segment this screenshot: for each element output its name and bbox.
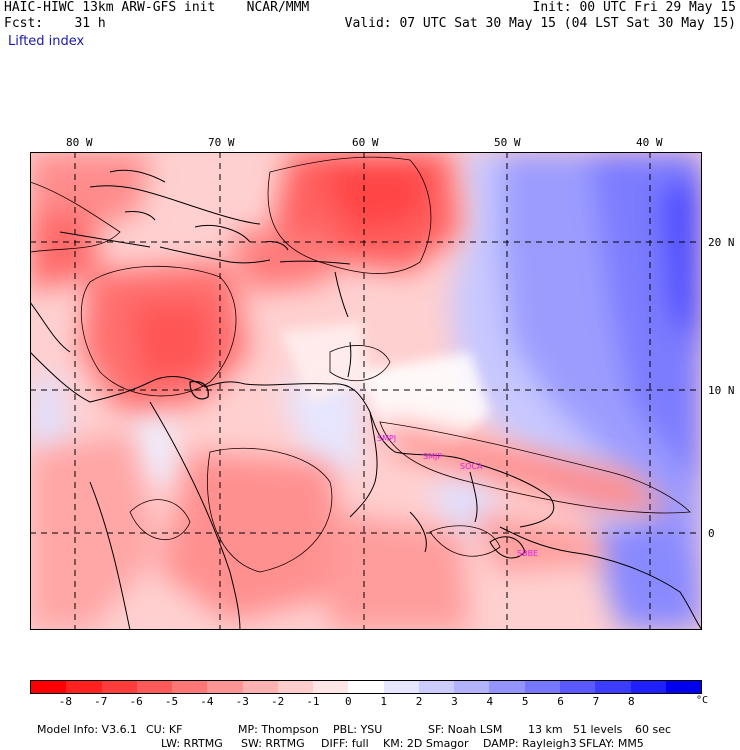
colorbar-tick-label: -6 [129,695,143,708]
graticule [30,152,702,630]
colorbar-tick-label: 1 [380,695,387,708]
colorbar-segment [630,681,666,693]
colorbar-tick-label: -3 [235,695,249,708]
cu-scheme: CU: KF [146,723,183,736]
colorbar-tick-label: -1 [306,695,320,708]
model-version: Model Info: V3.6.1 [37,723,138,736]
colorbar-segment [559,681,596,693]
colorbar-tick-label: -8 [58,695,72,708]
header-left: HAIC-HIWC 13km ARW-GFS init NCAR/MMM Fcs… [4,0,309,32]
damp-option: DAMP: Rayleigh3 [483,737,577,750]
model-info-line2: LW: RRTMG SW: RRTMG DIFF: full KM: 2D Smago… [30,724,657,750]
field-unstable-region [30,152,670,630]
valid-time: Valid: 07 UTC Sat 30 May 15 (04 LST Sat … [344,16,736,31]
colorbar-segment [418,681,455,693]
colorbar-segment [101,681,137,693]
resolution: 13 km [528,723,563,736]
colorbar-segment [454,681,490,693]
colorbar-segment [489,681,525,693]
colorbar [30,680,702,694]
model-title: HAIC-HIWC 13km ARW-GFS init [4,0,216,15]
colorbar-segment [207,681,243,693]
sw-scheme: SW: RRTMG [241,737,305,750]
lat-label-0: 0 [708,527,715,540]
diff-option: DIFF: full [321,737,369,750]
colorbar-segment [524,681,560,693]
colorbar-segment [348,681,384,693]
colorbar-segment [66,681,102,693]
org-label: NCAR/MMM [246,0,310,15]
colorbar-tick-label: -2 [270,695,285,708]
lon-label-80w: 80 W [66,136,93,149]
colorbar-tick-label: 5 [521,695,529,708]
lat-label-20n: 20 N [708,236,735,249]
colorbar-tick-label: 2 [415,695,423,708]
colorbar-segment [595,681,631,693]
lifted-index-map: SMPJ SMJP SOCA SBBE [30,152,702,630]
colorbar-tick-label: 3 [451,695,458,708]
colorbar-segment [383,681,419,693]
lon-label-60w: 60 W [352,136,379,149]
model-info-line1: Model Info: V3.6.1 CU: KF MP: Thompson PBL:… [30,710,675,736]
islands [109,169,526,559]
lat-label-10n: 10 N [708,384,735,397]
colorbar-tick-label: -4 [200,695,214,708]
colorbar-tick-label: -7 [94,695,108,708]
mp-scheme: MP: Thompson [238,723,319,736]
header-right: Init: 00 UTC Fri 29 May 15 Valid: 07 UTC… [345,0,736,32]
lon-label-70w: 70 W [208,136,235,149]
colorbar-segment [242,681,278,693]
variable-name: Lifted index [8,34,85,49]
colorbar-tick-label: 7 [592,695,600,708]
colorbar-segment [277,681,314,693]
pbl-scheme: PBL: YSU [333,723,383,736]
init-time: Init: 00 UTC Fri 29 May 15 [532,0,737,15]
sf-scheme: SF: Noah LSM [428,723,503,736]
colorbar-tick-label: 4 [486,695,494,708]
fcst-label: Fcst: [4,16,44,31]
colorbar-segment [31,681,67,693]
station-label-smpj: SMPJ [377,434,396,443]
station-label-smjp: SMJP [423,452,442,461]
lon-label-50w: 50 W [494,136,521,149]
colorbar-tick-label: 8 [627,695,635,708]
colorbar-unit: °C [696,695,709,706]
colorbar-tick-label: -5 [164,695,179,708]
contour-lines [30,156,691,573]
levels: 51 levels [573,723,623,736]
fcst-value: 31 h [74,16,106,31]
map-frame [30,152,702,630]
sflay-scheme: SFLAY: MM5 [579,737,644,750]
colorbar-segment [172,681,208,693]
station-labels: SMPJ SMJP SOCA SBBE [377,434,538,558]
station-label-soca: SOCA [460,462,483,471]
colorbar-tick-label: 0 [345,695,352,708]
colorbar-segment [313,681,349,693]
colorbar-segment [136,681,173,693]
lon-label-40w: 40 W [636,136,663,149]
station-label-sbbe: SBBE [517,549,538,558]
km-option: KM: 2D Smagor [383,737,469,750]
colorbar-tick-label: 6 [557,695,564,708]
lw-scheme: LW: RRTMG [161,737,223,750]
map-canvas: SMPJ SMJP SOCA SBBE [30,152,702,630]
timestep: 60 sec [635,723,672,736]
colorbar-segment [665,681,702,693]
